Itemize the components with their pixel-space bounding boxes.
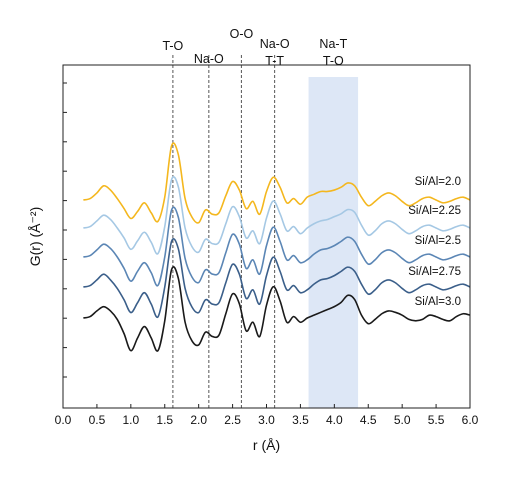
x-tick-label: 0.0 (55, 413, 72, 427)
x-tick-label: 3.0 (258, 413, 275, 427)
shaded-region (308, 77, 359, 408)
series-label: Si/Al=2.5 (415, 235, 461, 247)
series-label: Si/Al=2.0 (415, 176, 461, 188)
x-tick-label: 5.5 (428, 413, 445, 427)
x-tick-label: 4.0 (326, 413, 343, 427)
peak-label: O-O (230, 27, 254, 41)
peak-label: Na-O (194, 52, 224, 66)
x-tick-label: 1.5 (156, 413, 173, 427)
series-line (83, 176, 471, 255)
series-line (83, 266, 471, 352)
peak-label: T-O (162, 39, 183, 53)
x-tick-label: 6.0 (462, 413, 479, 427)
peak-label: Na-O (260, 37, 290, 51)
series-label: Si/Al=2.25 (408, 205, 461, 217)
x-tick-label: 2.5 (224, 413, 241, 427)
shaded-region-label: T-O (323, 54, 344, 68)
series-line (83, 142, 471, 224)
x-tick-label: 3.5 (292, 413, 309, 427)
series-label: Si/Al=2.75 (408, 266, 461, 278)
series-label: Si/Al=3.0 (415, 296, 461, 308)
shaded-region-label: Na-T (319, 37, 347, 51)
x-axis-title: r (Å) (253, 437, 280, 453)
series-line (83, 206, 471, 287)
series-line (83, 238, 471, 319)
x-tick-label: 0.5 (89, 413, 106, 427)
y-axis-title: G(r) (Å⁻²) (27, 207, 43, 266)
x-tick-label: 1.0 (122, 413, 139, 427)
x-tick-label: 5.0 (394, 413, 411, 427)
x-tick-label: 2.0 (190, 413, 207, 427)
x-tick-label: 4.5 (360, 413, 377, 427)
peak-label: T-T (265, 54, 284, 68)
